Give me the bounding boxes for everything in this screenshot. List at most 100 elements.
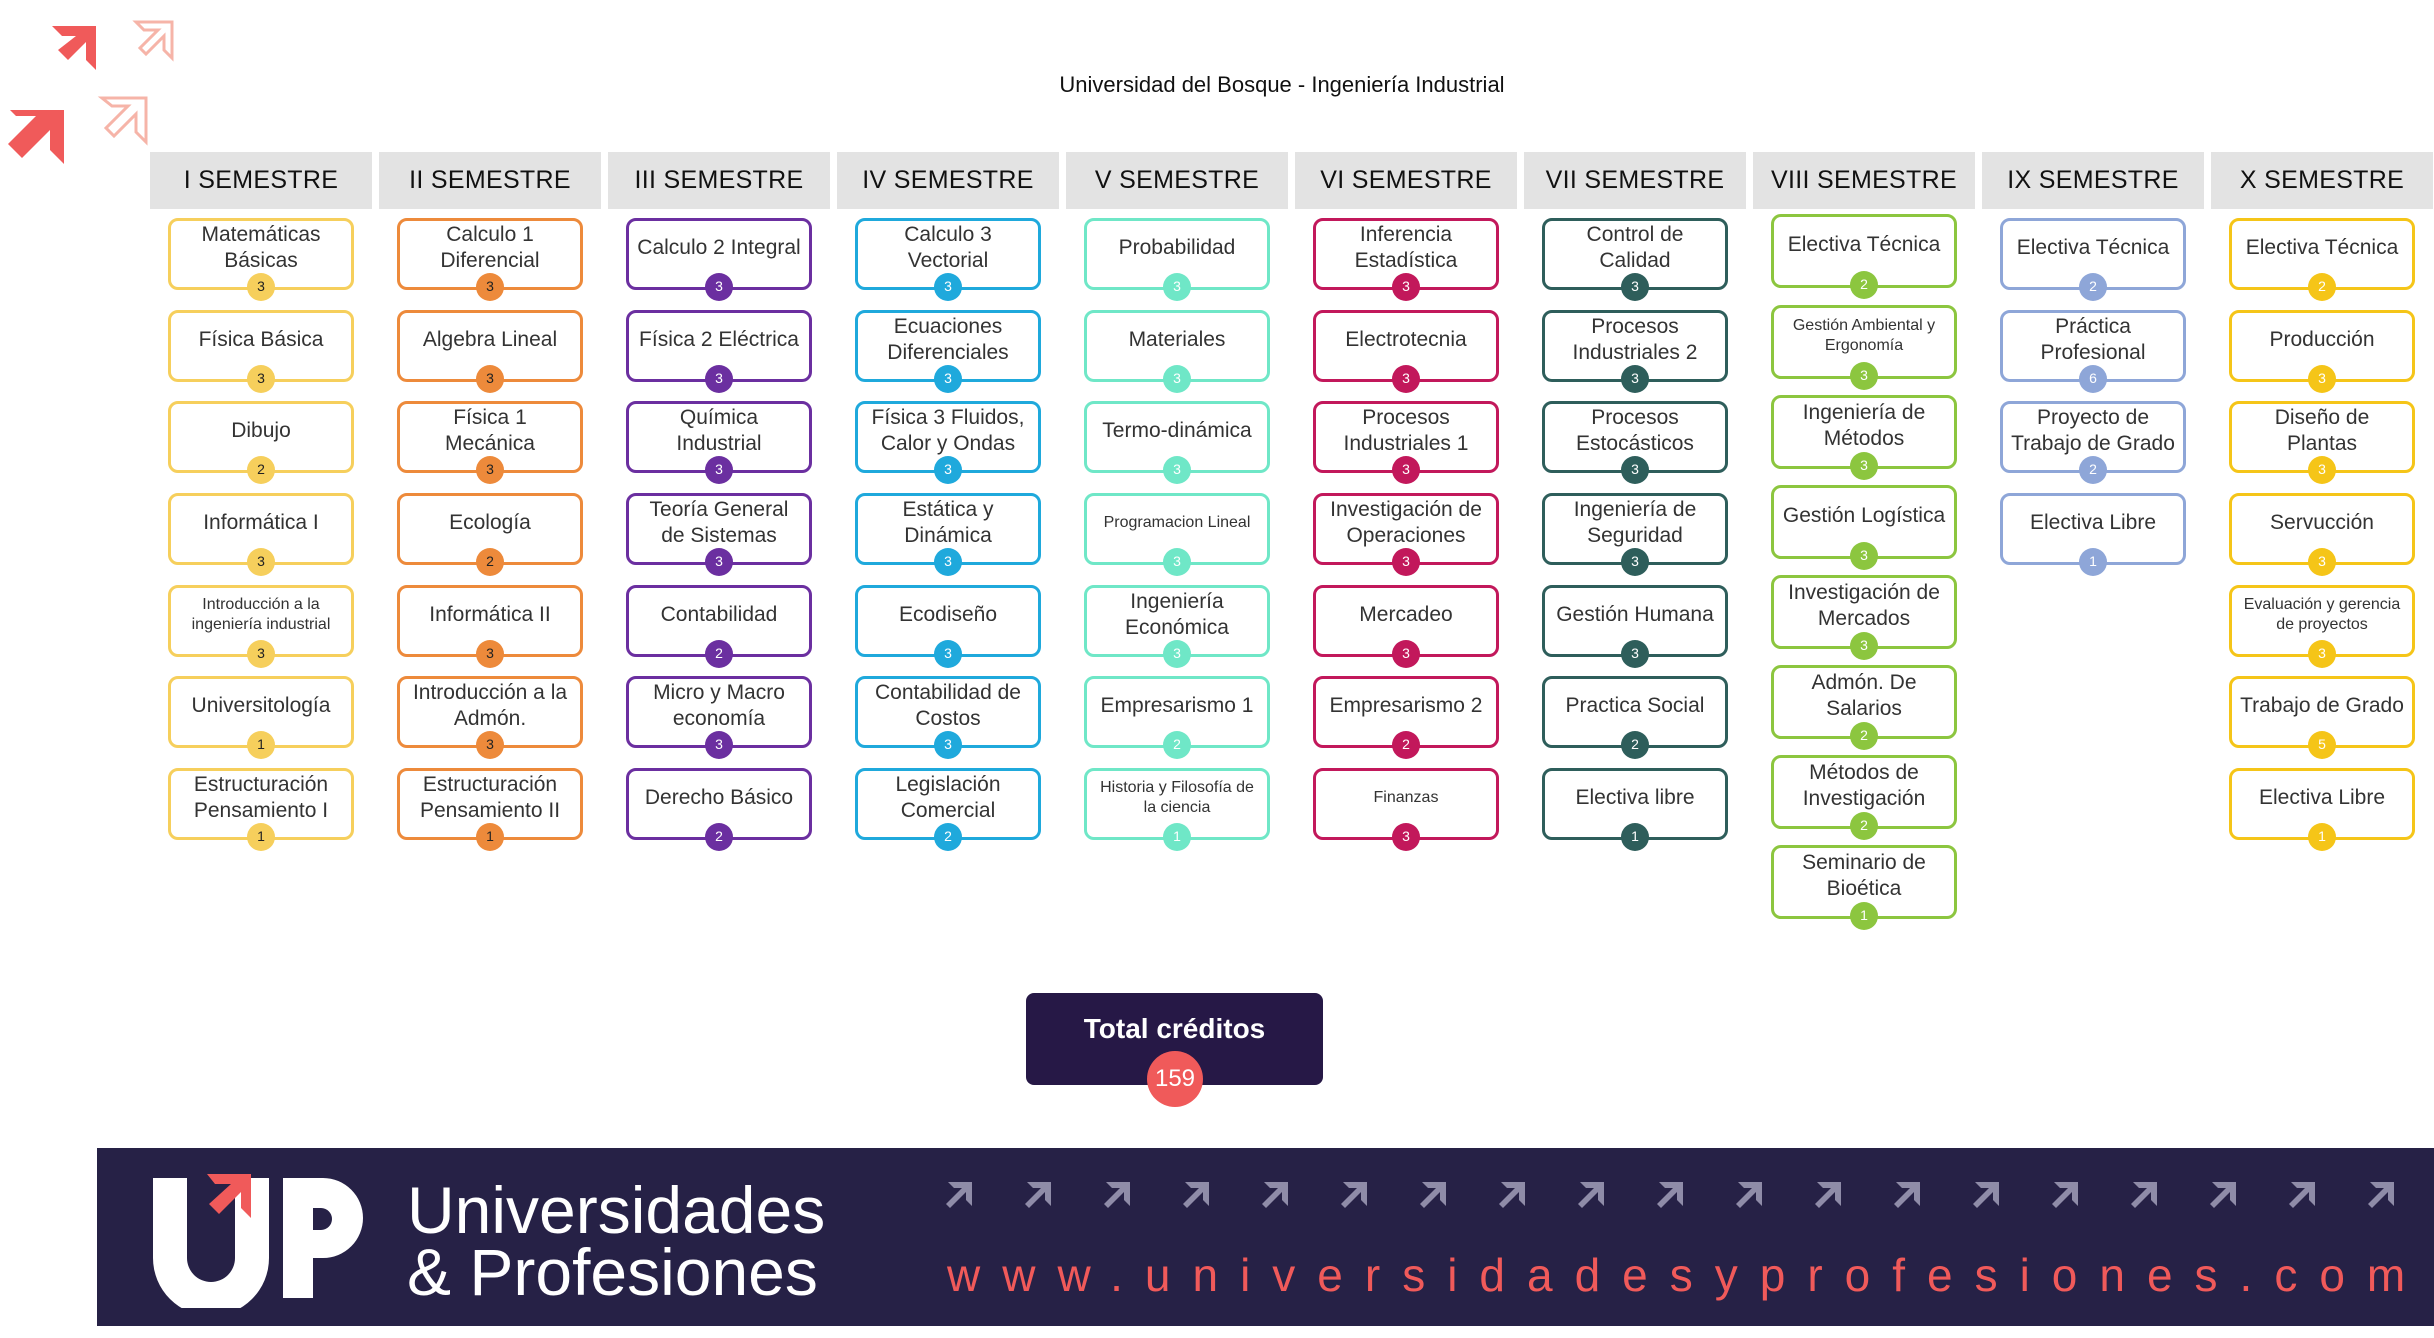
course-card[interactable]: Mercadeo 3 <box>1313 585 1499 668</box>
course-card[interactable]: Ingeniería de Seguridad 3 <box>1542 493 1728 576</box>
course-card[interactable]: Electiva Técnica 2 <box>1771 214 1957 299</box>
course-name: Electiva Técnica <box>2016 235 2170 259</box>
course-card[interactable]: Gestión Ambiental y Ergonomía 3 <box>1771 305 1957 390</box>
course-card[interactable]: Producción 3 <box>2229 310 2415 393</box>
course-card[interactable]: Física 3 Fluidos, Calor y Ondas 3 <box>855 401 1041 484</box>
course-name: Proyecto de Trabajo de Grado <box>2011 405 2175 455</box>
course-card[interactable]: Contabilidad de Costos 3 <box>855 676 1041 759</box>
course-card[interactable]: Electiva Libre 1 <box>2000 493 2186 576</box>
course-card[interactable]: Electrotecnia 3 <box>1313 310 1499 393</box>
course-card[interactable]: Gestión Humana 3 <box>1542 585 1728 668</box>
course-card[interactable]: Servucción 3 <box>2229 493 2415 576</box>
credits-badge: 3 <box>705 731 733 759</box>
course-card[interactable]: Teoría General de Sistemas 3 <box>626 493 812 576</box>
credits-badge: 3 <box>1850 542 1878 570</box>
credits-badge: 1 <box>476 823 504 851</box>
credits-badge: 3 <box>705 365 733 393</box>
course-name: Algebra Lineal <box>422 327 558 351</box>
course-card[interactable]: Termo-dinámica 3 <box>1084 401 1270 484</box>
course-card[interactable]: Gestión Logística 3 <box>1771 485 1957 570</box>
course-card[interactable]: Electiva libre 1 <box>1542 768 1728 851</box>
arrow-icon <box>1025 1182 1051 1208</box>
course-card[interactable]: Historia y Filosofía de la ciencia 1 <box>1084 768 1270 851</box>
course-card[interactable]: Física 1 Mecánica 3 <box>397 401 583 484</box>
course-card[interactable]: Ecología 2 <box>397 493 583 576</box>
page-title: Universidad del Bosque - Ingeniería Indu… <box>1059 72 1505 97</box>
credits-badge: 3 <box>1392 640 1420 668</box>
course-card[interactable]: Proyecto de Trabajo de Grado 2 <box>2000 401 2186 484</box>
course-card[interactable]: Materiales 3 <box>1084 310 1270 393</box>
course-card[interactable]: Electiva Libre 1 <box>2229 768 2415 851</box>
course-card[interactable]: Practica Social 2 <box>1542 676 1728 759</box>
course-card[interactable]: Calculo 2 Integral 3 <box>626 218 812 301</box>
course-card[interactable]: Métodos de Investigación 2 <box>1771 755 1957 840</box>
course-card[interactable]: Control de Calidad 3 <box>1542 218 1728 301</box>
course-card[interactable]: Introducción a la ingeniería industrial 3 <box>168 585 354 668</box>
course-card[interactable]: Informática I 3 <box>168 493 354 576</box>
arrow-icon <box>2210 1182 2236 1208</box>
course-card[interactable]: Estática y Dinámica 3 <box>855 493 1041 576</box>
credits-badge: 3 <box>247 548 275 576</box>
course-card[interactable]: Calculo 3 Vectorial 3 <box>855 218 1041 301</box>
course-card[interactable]: Procesos Estocásticos 3 <box>1542 401 1728 484</box>
course-name: Probabilidad <box>1118 235 1236 259</box>
course-name: Control de Calidad <box>1586 222 1684 272</box>
course-name: Electiva Libre <box>2029 510 2157 534</box>
course-card[interactable]: Ingeniería Económica 3 <box>1084 585 1270 668</box>
course-name: Ingeniería de Métodos <box>1802 400 1926 450</box>
course-card[interactable]: Ingeniería de Métodos 3 <box>1771 395 1957 480</box>
credits-badge: 5 <box>2308 731 2336 759</box>
course-card[interactable]: Probabilidad 3 <box>1084 218 1270 301</box>
credits-badge: 2 <box>247 456 275 484</box>
course-card[interactable]: Química Industrial 3 <box>626 401 812 484</box>
course-card[interactable]: Física 2 Eléctrica 3 <box>626 310 812 393</box>
course-card[interactable]: Electiva Técnica 2 <box>2000 218 2186 301</box>
credits-badge: 1 <box>2079 548 2107 576</box>
course-card[interactable]: Diseño de Plantas 3 <box>2229 401 2415 484</box>
course-name: Gestión Ambiental y Ergonomía <box>1792 317 1936 354</box>
course-card[interactable]: Investigación de Operaciones 3 <box>1313 493 1499 576</box>
course-card[interactable]: Estructuración Pensamiento II 1 <box>397 768 583 851</box>
course-card[interactable]: Trabajo de Grado 5 <box>2229 676 2415 759</box>
arrow-icon <box>1736 1182 1762 1208</box>
course-card[interactable]: Admón. De Salarios 2 <box>1771 665 1957 750</box>
course-card[interactable]: Inferencia Estadística 3 <box>1313 218 1499 301</box>
course-name: Historia y Filosofía de la ciencia <box>1100 779 1254 816</box>
course-card[interactable]: Dibujo 2 <box>168 401 354 484</box>
course-card[interactable]: Práctica Profesional 6 <box>2000 310 2186 393</box>
course-card[interactable]: Evaluación y gerencia de proyectos 3 <box>2229 585 2415 668</box>
website-link[interactable]: www.universidadesyprofesiones.com <box>947 1249 2428 1301</box>
course-card[interactable]: Programacion Lineal 3 <box>1084 493 1270 576</box>
credits-badge: 3 <box>476 456 504 484</box>
course-card[interactable]: Empresarismo 2 2 <box>1313 676 1499 759</box>
course-name: Dibujo <box>231 418 291 442</box>
course-card[interactable]: Electiva Técnica 2 <box>2229 218 2415 301</box>
course-card[interactable]: Micro y Macro economía 3 <box>626 676 812 759</box>
course-name: Calculo 3 Vectorial <box>904 222 992 272</box>
course-card[interactable]: Matemáticas Básicas 3 <box>168 218 354 301</box>
arrow-icon <box>2289 1182 2315 1208</box>
course-name: Física Básica <box>198 327 324 351</box>
course-card[interactable]: Investigación de Mercados 3 <box>1771 575 1957 660</box>
course-name: Seminario de Bioética <box>1802 850 1926 900</box>
credits-badge: 3 <box>247 365 275 393</box>
course-card[interactable]: Legislación Comercial 2 <box>855 768 1041 851</box>
course-card[interactable]: Seminario de Bioética 1 <box>1771 845 1957 930</box>
course-card[interactable]: Finanzas 3 <box>1313 768 1499 851</box>
course-card[interactable]: Contabilidad 2 <box>626 585 812 668</box>
course-card[interactable]: Calculo 1 Diferencial 3 <box>397 218 583 301</box>
course-card[interactable]: Informática II 3 <box>397 585 583 668</box>
credits-badge: 1 <box>2308 823 2336 851</box>
course-card[interactable]: Ecuaciones Diferenciales 3 <box>855 310 1041 393</box>
course-name: Inferencia Estadística <box>1354 222 1458 272</box>
course-card[interactable]: Física Básica 3 <box>168 310 354 393</box>
course-card[interactable]: Introducción a la Admón. 3 <box>397 676 583 759</box>
course-card[interactable]: Empresarismo 1 2 <box>1084 676 1270 759</box>
course-card[interactable]: Derecho Básico 2 <box>626 768 812 851</box>
course-card[interactable]: Algebra Lineal 3 <box>397 310 583 393</box>
course-card[interactable]: Ecodiseño 3 <box>855 585 1041 668</box>
course-card[interactable]: Universitología 1 <box>168 676 354 759</box>
